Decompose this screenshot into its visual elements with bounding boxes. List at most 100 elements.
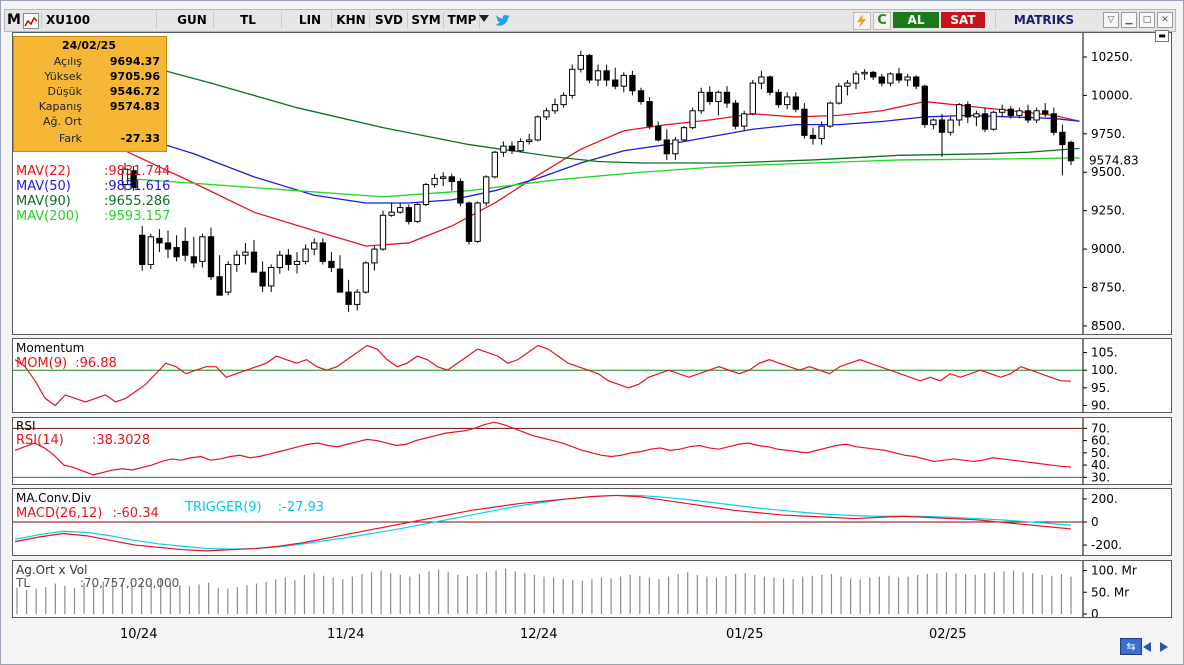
candle-body (723, 91, 731, 104)
chart-type-icon[interactable] (23, 13, 39, 29)
candle-body (887, 73, 894, 84)
candle-body (947, 119, 954, 133)
candle-body (422, 184, 430, 206)
candle-body (379, 214, 387, 250)
candle-body (354, 291, 361, 305)
scroll-right-icon[interactable] (1160, 642, 1168, 652)
macd-value: :-60.34 (112, 506, 159, 521)
macd-panel[interactable]: 200. 0 -200. (12, 488, 1172, 556)
linear-scale-button[interactable]: LIN (289, 12, 332, 28)
candle-body (560, 94, 567, 106)
trigger-label: TRIGGER(9) :-27.93 (185, 500, 324, 515)
candle-body (508, 145, 516, 152)
momentum-name: MOM(9) (16, 356, 68, 371)
matriks-brand: MATRIKS (995, 12, 1092, 28)
info-row-change: Fark -27.33 (14, 132, 164, 145)
candle-body (1042, 110, 1049, 115)
panel-collapse-icon[interactable]: ▬ (1155, 30, 1169, 42)
candle-body (336, 268, 344, 293)
x-label: 10/24 (120, 627, 158, 642)
info-value: 9705.96 (109, 70, 160, 83)
ma22-label: MAV(22) (16, 164, 71, 179)
info-key: Ağ. Ort (43, 115, 82, 128)
candle-body (758, 76, 765, 84)
candle-body (534, 116, 541, 141)
momentum-label: MOM(9) :96.88 (16, 356, 117, 371)
momentum-title: Momentum (16, 341, 85, 355)
candle-body (930, 119, 937, 126)
info-key: Kapanış (38, 100, 82, 113)
candle-body (397, 207, 404, 213)
candle-body (1050, 113, 1057, 133)
volume-panel[interactable]: 100. Mr 50. Mr 0 (12, 560, 1172, 621)
ma90-row: MAV(90):9655.286 (16, 194, 216, 209)
candle-body (646, 101, 653, 127)
candle-body (1067, 141, 1075, 162)
lightning-icon[interactable] (853, 12, 871, 30)
volume-chart-svg: 100. Mr 50. Mr 0 (16, 561, 1137, 621)
candle-body (1007, 108, 1014, 116)
x-label: 12/24 (520, 627, 558, 642)
candle-body (345, 291, 352, 305)
collapse-icon[interactable]: ▽ (1103, 12, 1119, 28)
candle-body (698, 91, 705, 112)
info-row-high: Yüksek 9705.96 (14, 70, 164, 83)
info-row-avg: Ağ. Ort (14, 115, 164, 128)
maximize-icon[interactable]: □ (1139, 12, 1155, 28)
indicator-line (14, 421, 1072, 476)
ma50-value: :9831.616 (104, 179, 171, 194)
y-tick-label: 105. (1091, 346, 1118, 360)
scroll-left-icon[interactable] (1143, 642, 1151, 652)
rsi-panel[interactable]: 70. 60. 50. 40. 30. (12, 417, 1172, 485)
candle-body (250, 251, 258, 273)
candle-body (293, 260, 301, 265)
candle-body (603, 70, 610, 81)
candle-body (775, 91, 782, 106)
sym-button[interactable]: SYM (409, 12, 444, 28)
candle-body (388, 211, 395, 216)
currency-button[interactable]: TL (215, 12, 282, 28)
candle-body (689, 110, 696, 129)
info-value: -27.33 (120, 132, 160, 145)
candle-body (414, 204, 421, 222)
candle-body (311, 242, 318, 250)
svd-button[interactable]: SVD (371, 12, 408, 28)
y-tick-label: 8750. (1091, 281, 1125, 295)
y-tick-label: 50. Mr (1091, 585, 1129, 599)
buy-button[interactable]: AL (893, 12, 939, 28)
candle-body (517, 141, 524, 152)
momentum-panel[interactable]: 105. 100. 95. 90. (12, 338, 1172, 413)
x-label: 01/25 (726, 627, 764, 642)
macd-name: MACD(26,12) (16, 506, 103, 521)
toolbar: M XU100 GUN TL LIN KHN SVD SYM TMP C AL … (4, 9, 1176, 32)
twitter-bird-icon[interactable] (495, 13, 511, 27)
sync-icon[interactable]: ⇆ (1120, 638, 1142, 655)
moving-average-line (124, 100, 1080, 247)
candle-body (285, 254, 292, 265)
tmp-button[interactable]: TMP (445, 12, 480, 28)
close-icon[interactable]: ✕ (1157, 12, 1173, 28)
khn-button[interactable]: KHN (333, 12, 370, 28)
y-tick-label: 10000. (1091, 88, 1133, 102)
rsi-value: :38.3028 (91, 433, 151, 448)
y-tick-label: 9500. (1091, 165, 1125, 179)
rsi-name: RSI(14) (16, 433, 64, 448)
period-button[interactable]: GUN (171, 12, 214, 28)
price-panel[interactable]: 10250. 10000. 9750. 9500. 9250. 9000. 8750. 850… (12, 32, 1172, 335)
candle-body (173, 247, 180, 258)
volume-label: TL :70,757,020,000 (16, 576, 179, 590)
ma50-label: MAV(50) (16, 179, 71, 194)
ma-legend: MAV(22):9831.744 MAV(50):9831.616 MAV(90… (16, 164, 216, 224)
dropdown-arrow-icon[interactable] (479, 15, 489, 22)
refresh-icon[interactable]: C (873, 12, 891, 30)
y-tick-label: 70. (1091, 421, 1110, 435)
y-tick-label: 30. (1091, 470, 1110, 484)
candle-body (362, 262, 369, 293)
candle-body (870, 71, 877, 78)
minimize-icon[interactable]: ▁ (1121, 12, 1137, 28)
symbol-field[interactable]: XU100 (41, 12, 157, 28)
candle-body (981, 113, 989, 130)
info-value: 9694.37 (109, 55, 160, 68)
info-key: Düşük (47, 85, 82, 98)
sell-button[interactable]: SAT (941, 12, 985, 28)
